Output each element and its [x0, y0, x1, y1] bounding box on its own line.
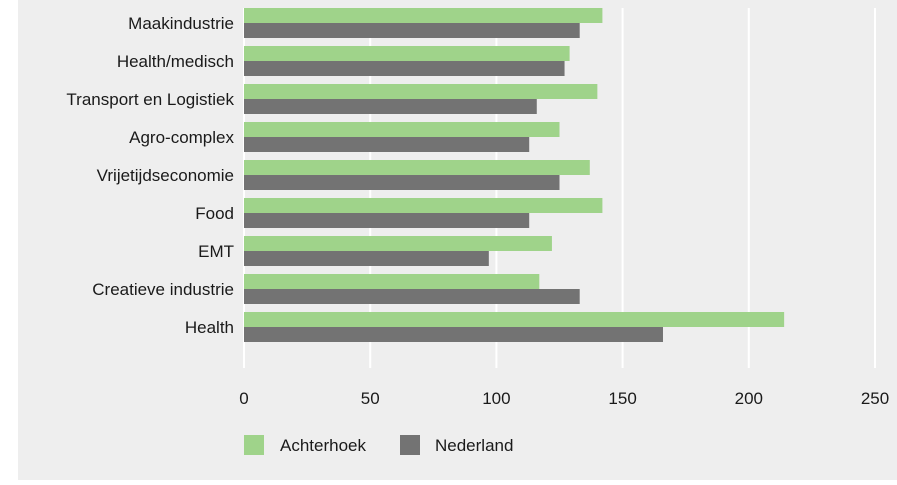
category-label: Health — [185, 318, 234, 337]
x-tick-label: 0 — [239, 389, 248, 408]
category-label: Health/medisch — [117, 52, 234, 71]
category-label: EMT — [198, 242, 234, 261]
bar-nederland-4 — [244, 175, 560, 190]
x-tick-label: 200 — [735, 389, 763, 408]
category-label: Transport en Logistiek — [66, 90, 234, 109]
chart-panel: Maakindustrie Health/medisch Transport en … — [18, 0, 897, 480]
legend-swatch-nederland — [400, 435, 420, 455]
bar-chart: Maakindustrie Health/medisch Transport en … — [66, 8, 889, 455]
bar-achterhoek-3 — [244, 122, 560, 137]
bar-achterhoek-8 — [244, 312, 785, 327]
category-labels: Maakindustrie Health/medisch Transport en … — [66, 14, 234, 337]
category-label: Maakindustrie — [128, 14, 234, 33]
x-tick-labels: 0 50 100 150 200 250 — [239, 389, 889, 408]
bar-nederland-2 — [244, 99, 537, 114]
bar-achterhoek-2 — [244, 84, 598, 99]
x-tick-label: 250 — [861, 389, 889, 408]
bar-achterhoek-4 — [244, 160, 590, 175]
bars — [244, 8, 785, 342]
legend: Achterhoek Nederland — [244, 435, 513, 455]
bar-achterhoek-1 — [244, 46, 570, 61]
bar-achterhoek-0 — [244, 8, 603, 23]
legend-label-nederland: Nederland — [435, 436, 513, 455]
category-label: Agro-complex — [129, 128, 234, 147]
bar-achterhoek-7 — [244, 274, 540, 289]
category-label: Creatieve industrie — [92, 280, 234, 299]
x-tick-label: 100 — [482, 389, 510, 408]
category-label: Food — [195, 204, 234, 223]
x-tick-label: 50 — [361, 389, 380, 408]
legend-swatch-achterhoek — [244, 435, 264, 455]
bar-nederland-6 — [244, 251, 489, 266]
x-tick-label: 150 — [608, 389, 636, 408]
legend-label-achterhoek: Achterhoek — [280, 436, 366, 455]
bar-nederland-1 — [244, 61, 565, 76]
bar-nederland-5 — [244, 213, 530, 228]
bar-achterhoek-6 — [244, 236, 552, 251]
category-label: Vrijetijdseconomie — [97, 166, 234, 185]
bar-achterhoek-5 — [244, 198, 603, 213]
bar-nederland-3 — [244, 137, 530, 152]
bar-nederland-8 — [244, 327, 663, 342]
bar-nederland-0 — [244, 23, 580, 38]
bar-nederland-7 — [244, 289, 580, 304]
